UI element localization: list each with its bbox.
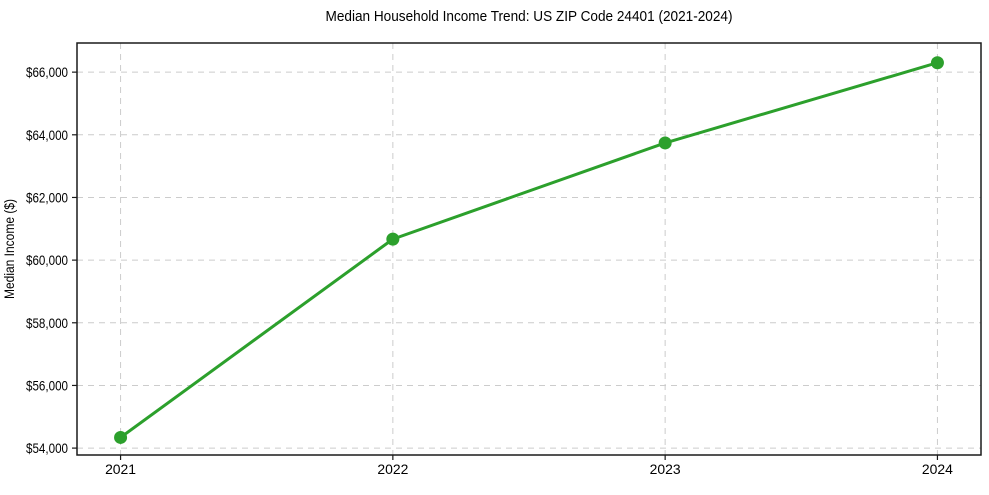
x-tick-label: 2022	[377, 461, 408, 477]
data-point-2021	[114, 430, 128, 444]
y-tick-label: $60,000	[26, 252, 68, 268]
y-tick-label: $64,000	[26, 127, 68, 143]
y-tick-label: $58,000	[26, 315, 68, 331]
y-axis-label: Median Income ($)	[1, 199, 17, 299]
y-tick-label: $54,000	[26, 440, 68, 456]
gridlines	[77, 43, 981, 455]
x-tick-label: 2024	[922, 461, 953, 477]
x-tick-label: 2023	[650, 461, 681, 477]
plot-border	[76, 42, 982, 456]
data-point-2022	[386, 232, 400, 246]
y-tick-label: $66,000	[26, 64, 68, 80]
axes	[72, 42, 982, 460]
y-tick-label: $62,000	[26, 189, 68, 205]
data-series	[114, 56, 944, 444]
trend-line	[119, 61, 939, 439]
x-tick-label: 2021	[105, 461, 136, 477]
chart-title: Median Household Income Trend: US ZIP Co…	[326, 8, 733, 25]
data-point-2024	[930, 56, 944, 70]
data-point-2023	[658, 136, 672, 150]
y-tick-label: $56,000	[26, 377, 68, 393]
tick-labels: $54,000 $56,000 $58,000 $60,000 $62,000 $64,0…	[26, 64, 953, 477]
